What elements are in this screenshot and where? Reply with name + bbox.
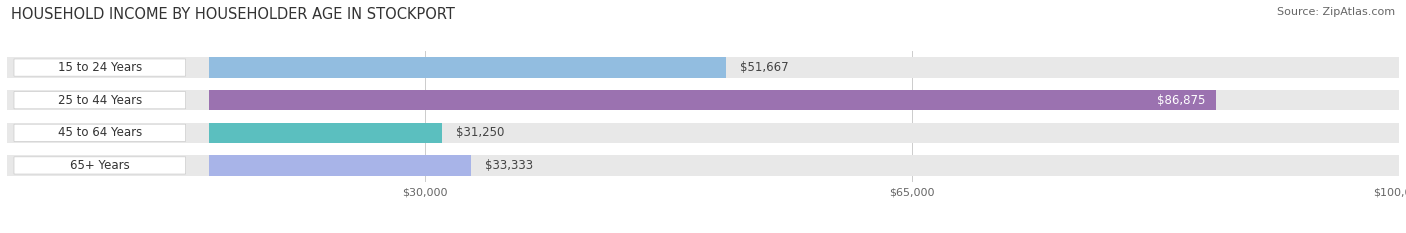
Text: $86,875: $86,875 — [1157, 94, 1205, 107]
FancyBboxPatch shape — [14, 157, 186, 174]
Text: Source: ZipAtlas.com: Source: ZipAtlas.com — [1277, 7, 1395, 17]
Bar — [209, 123, 441, 143]
Bar — [209, 90, 1216, 110]
Text: 15 to 24 Years: 15 to 24 Years — [58, 61, 142, 74]
Text: $51,667: $51,667 — [740, 61, 789, 74]
Text: $31,250: $31,250 — [456, 126, 505, 139]
Bar — [7, 155, 1399, 175]
Bar — [209, 155, 471, 175]
Text: 45 to 64 Years: 45 to 64 Years — [58, 126, 142, 139]
FancyBboxPatch shape — [14, 92, 186, 109]
Text: HOUSEHOLD INCOME BY HOUSEHOLDER AGE IN STOCKPORT: HOUSEHOLD INCOME BY HOUSEHOLDER AGE IN S… — [11, 7, 456, 22]
FancyBboxPatch shape — [14, 124, 186, 141]
Bar — [209, 58, 727, 78]
Text: 65+ Years: 65+ Years — [70, 159, 129, 172]
Bar — [7, 90, 1399, 110]
Text: 25 to 44 Years: 25 to 44 Years — [58, 94, 142, 107]
FancyBboxPatch shape — [14, 59, 186, 76]
Bar — [7, 123, 1399, 143]
Bar — [7, 58, 1399, 78]
Text: $33,333: $33,333 — [485, 159, 533, 172]
